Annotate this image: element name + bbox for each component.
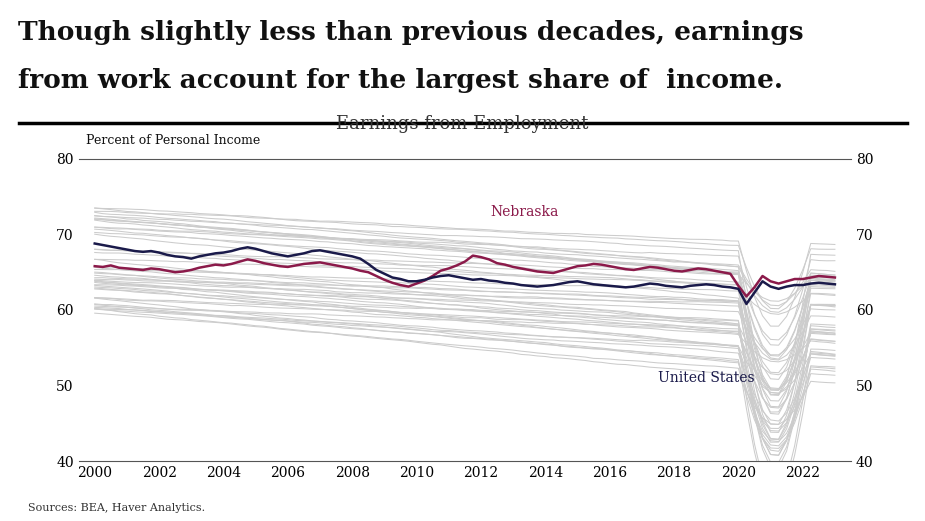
Text: Sources: BEA, Haver Analytics.: Sources: BEA, Haver Analytics. — [28, 503, 204, 513]
Text: Earnings from Employment: Earnings from Employment — [337, 115, 588, 133]
Text: from work account for the largest share of  income.: from work account for the largest share … — [18, 68, 783, 93]
Text: Nebraska: Nebraska — [490, 205, 559, 219]
Text: United States: United States — [658, 371, 755, 385]
Text: Percent of Personal Income: Percent of Personal Income — [86, 134, 261, 147]
Text: Though slightly less than previous decades, earnings: Though slightly less than previous decad… — [18, 20, 804, 45]
